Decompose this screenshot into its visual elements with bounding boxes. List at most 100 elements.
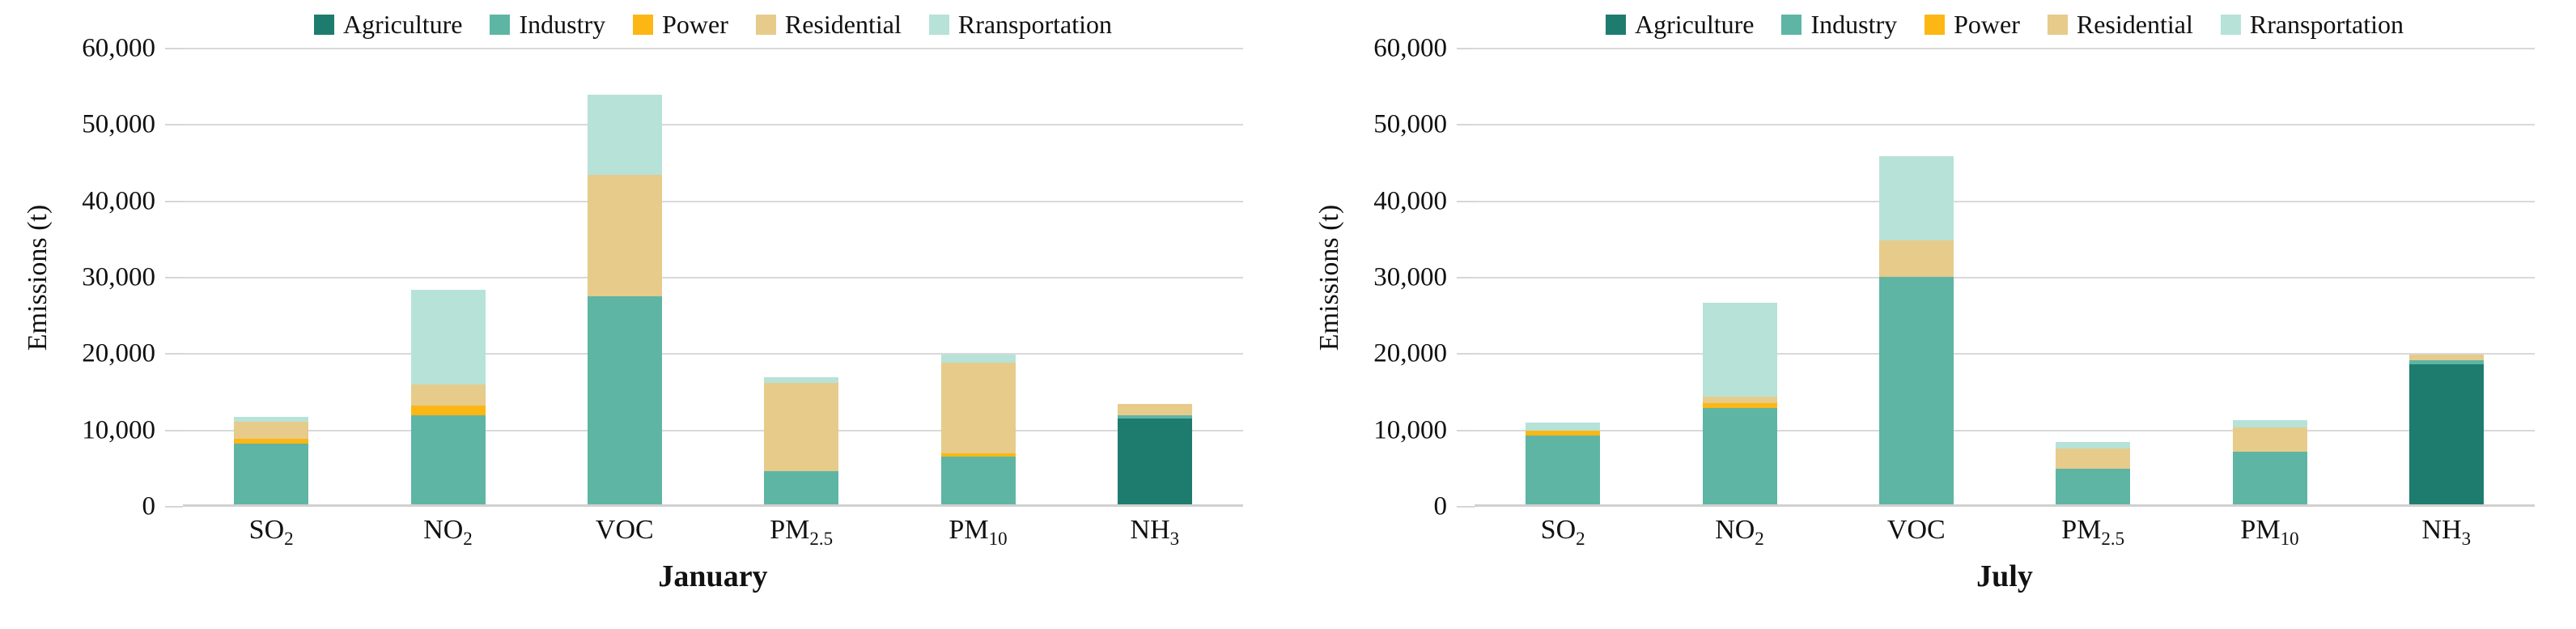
segment-so2-power — [234, 438, 309, 444]
y-tick-mark — [1457, 124, 1475, 126]
legend-swatch-rransportation — [928, 14, 949, 35]
x-tick-label-no2: NO2 — [423, 515, 473, 549]
legend-label-agriculture: Agriculture — [342, 9, 463, 39]
bar-nh3 — [2408, 355, 2484, 504]
gridline-10000 — [183, 429, 1243, 431]
x-tick-label-nh3: NH3 — [2421, 515, 2472, 549]
legend-item-rransportation: Rransportation — [2220, 9, 2404, 40]
legend-swatch-agriculture — [313, 14, 334, 35]
x-tick-label-pm10: PM10 — [948, 515, 1008, 549]
y-tick-label: 60,000 — [82, 33, 155, 63]
y-tick-label: 0 — [142, 491, 156, 521]
july-y-ticks: 0 10,000 20,000 30,000 40,000 50,000 60,000 — [1353, 34, 1475, 521]
y-tick-mark — [165, 48, 183, 49]
legend-label-residential: Residential — [2076, 9, 2193, 39]
gridline-30000 — [183, 277, 1243, 278]
january-x-ticks: SO2 NO2 VOC PM2.5 PM10 NH3 — [183, 507, 1243, 557]
january-chart: Agriculture Industry Power Residential Rrans… — [15, 5, 1243, 602]
bar-so2 — [234, 417, 309, 504]
legend-label-power: Power — [662, 9, 728, 39]
legend-item-industry: Industry — [1781, 10, 1897, 40]
segment-voc-rransportation — [1878, 155, 1954, 240]
y-tick-label: 30,000 — [82, 262, 155, 292]
legend-item-rransportation: Rransportation — [928, 9, 1113, 40]
gridline-50000 — [1475, 124, 2535, 126]
legend-item-residential: Residential — [2047, 9, 2193, 40]
y-tick-label: 10,000 — [82, 415, 155, 445]
gridline-60000 — [183, 48, 1243, 49]
bar-voc — [1878, 155, 1954, 504]
y-tick-mark — [1457, 200, 1475, 202]
segment-nh3-agriculture — [2408, 364, 2484, 504]
legend-item-power: Power — [633, 10, 728, 40]
july-y-axis: Emissions (t) — [1306, 49, 1353, 507]
segment-pm2.5-rransportation — [2056, 441, 2131, 449]
legend-label-industry: Industry — [1810, 9, 1898, 39]
january-y-ticks: 0 10,000 20,000 30,000 40,000 50,000 60,000 — [62, 34, 183, 521]
segment-pm10-rransportation — [940, 355, 1016, 363]
x-tick-label-pm2.5: PM2.5 — [2061, 515, 2125, 549]
y-tick-label: 20,000 — [1373, 338, 1447, 368]
legend-item-agriculture: Agriculture — [313, 9, 463, 40]
legend-label-agriculture: Agriculture — [1634, 9, 1755, 39]
segment-pm10-industry — [2232, 451, 2307, 504]
chart-title-july: July — [1976, 559, 2033, 593]
gridline-20000 — [183, 353, 1243, 355]
x-tick-label-so2: SO2 — [248, 515, 294, 549]
y-tick-mark — [1457, 48, 1475, 49]
segment-pm2.5-residential — [764, 383, 839, 471]
segment-pm2.5-industry — [2056, 468, 2131, 504]
segment-voc-residential — [587, 174, 662, 297]
y-tick-mark — [1457, 353, 1475, 355]
y-tick-mark — [165, 124, 183, 126]
y-tick-label: 30,000 — [1373, 262, 1447, 292]
y-tick-mark — [165, 277, 183, 278]
segment-pm10-rransportation — [2232, 420, 2307, 427]
segment-pm2.5-residential — [2056, 448, 2131, 469]
y-tick-mark — [165, 429, 183, 431]
gridline-10000 — [1475, 429, 2535, 431]
segment-nh3-industry — [1117, 414, 1192, 419]
segment-nh3-residential — [2408, 355, 2484, 360]
y-tick-mark — [1457, 429, 1475, 431]
segment-no2-rransportation — [410, 289, 486, 385]
segment-no2-residential — [410, 384, 486, 406]
segment-pm10-residential — [940, 362, 1016, 453]
segment-so2-rransportation — [234, 417, 309, 423]
gridline-40000 — [1475, 200, 2535, 202]
bar-nh3 — [1117, 403, 1192, 504]
legend-swatch-agriculture — [1605, 14, 1626, 35]
july-chart: Agriculture Industry Power Residential Rrans… — [1306, 5, 2535, 602]
legend-swatch-industry — [1781, 14, 1802, 35]
segment-voc-rransportation — [587, 95, 662, 175]
segment-nh3-residential — [1117, 403, 1192, 415]
segment-no2-power — [1702, 403, 1777, 409]
bar-no2 — [410, 289, 486, 504]
legend-swatch-industry — [490, 14, 511, 35]
segment-pm10-residential — [2232, 427, 2307, 452]
segment-so2-power — [1526, 431, 1601, 436]
segment-voc-industry — [587, 296, 662, 504]
january-legend: Agriculture Industry Power Residential Rrans… — [183, 5, 1243, 49]
segment-nh3-industry — [2408, 359, 2484, 365]
legend-item-residential: Residential — [755, 10, 902, 40]
legend-label-rransportation: Rransportation — [957, 9, 1113, 39]
legend-swatch-power — [633, 14, 654, 35]
y-axis-title: Emissions (t) — [1314, 204, 1344, 351]
y-tick-mark — [165, 200, 183, 202]
x-tick-label-no2: NO2 — [1715, 515, 1764, 549]
july-plot-area — [1475, 48, 2535, 507]
y-tick-label: 10,000 — [1373, 415, 1447, 445]
y-tick-mark — [1457, 277, 1475, 278]
segment-no2-industry — [1702, 408, 1777, 504]
segment-pm2.5-rransportation — [764, 376, 839, 384]
legend-label-rransportation: Rransportation — [2249, 9, 2404, 39]
legend-item-power: Power — [1925, 10, 2020, 40]
segment-no2-residential — [1702, 397, 1777, 404]
legend-label-industry: Industry — [519, 9, 606, 39]
gridline-60000 — [1475, 48, 2535, 49]
segment-so2-residential — [234, 422, 309, 439]
july-legend: Agriculture Industry Power Residential Rrans… — [1475, 5, 2535, 49]
y-tick-label: 60,000 — [1373, 33, 1447, 63]
